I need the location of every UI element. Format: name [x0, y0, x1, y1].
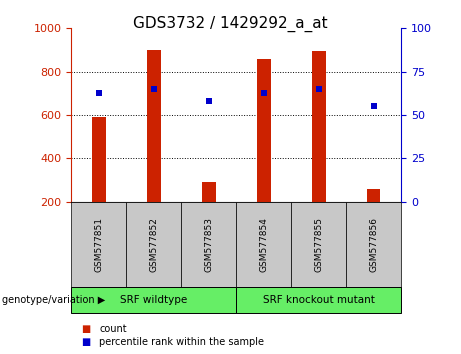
Text: GSM577853: GSM577853 — [204, 217, 213, 272]
Text: GSM577852: GSM577852 — [149, 217, 159, 272]
Text: SRF knockout mutant: SRF knockout mutant — [263, 295, 375, 305]
Text: GSM577856: GSM577856 — [369, 217, 378, 272]
Text: percentile rank within the sample: percentile rank within the sample — [99, 337, 264, 347]
Bar — [312, 51, 325, 202]
Bar — [202, 182, 216, 202]
Bar — [367, 189, 380, 202]
Text: GSM577855: GSM577855 — [314, 217, 323, 272]
Text: ■: ■ — [81, 337, 90, 347]
Bar — [257, 59, 271, 202]
Text: GSM577851: GSM577851 — [95, 217, 103, 272]
Text: GSM577854: GSM577854 — [259, 217, 268, 272]
Text: GDS3732 / 1429292_a_at: GDS3732 / 1429292_a_at — [133, 16, 328, 32]
Bar — [147, 50, 161, 202]
Text: genotype/variation ▶: genotype/variation ▶ — [2, 295, 106, 305]
Text: ■: ■ — [81, 324, 90, 333]
Text: SRF wildtype: SRF wildtype — [120, 295, 188, 305]
Bar — [92, 117, 106, 202]
Text: count: count — [99, 324, 127, 333]
